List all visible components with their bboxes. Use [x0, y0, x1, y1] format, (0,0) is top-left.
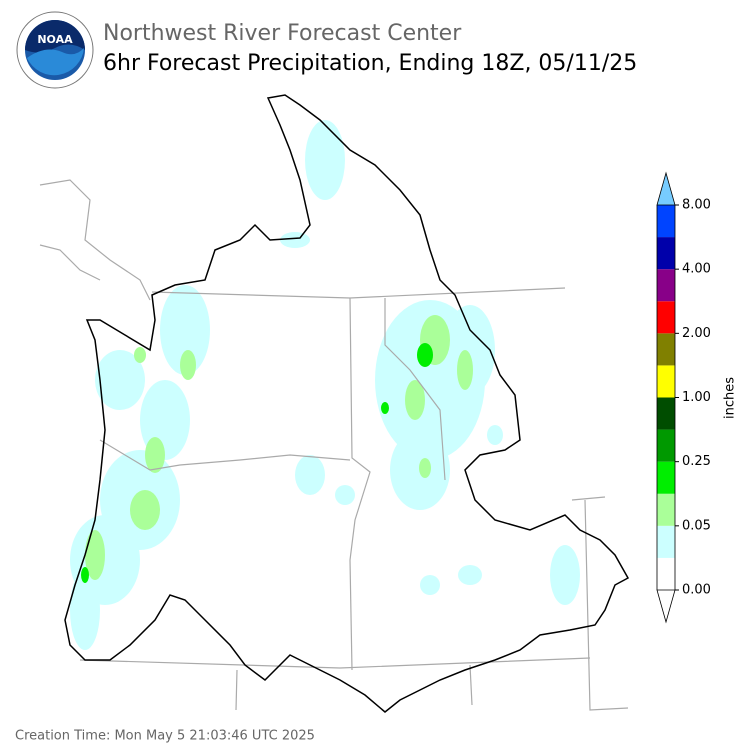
colorbar-segment	[657, 525, 675, 558]
colorbar-segment	[657, 269, 675, 302]
colorbar-tick-label: 4.00	[682, 262, 711, 277]
creation-time: Creation Time: Mon May 5 21:03:46 UTC 20…	[15, 729, 315, 744]
colorbar-segment	[657, 397, 675, 430]
basin-outline	[64, 94, 630, 713]
colorbar-under	[656, 589, 676, 624]
colorbar-tick-label: 1.00	[682, 390, 711, 405]
colorbar-segment	[657, 205, 675, 238]
colorbar: 0.00 0.05 0.25 1.00 2.00 4.00 8.00	[656, 171, 711, 624]
colorbar-segment	[657, 237, 675, 270]
precip-heavy	[81, 343, 433, 583]
colorbar-label: inches	[723, 377, 738, 419]
colorbar-over	[656, 171, 676, 206]
colorbar-tick-label: 0.25	[682, 454, 711, 469]
subtitle: 6hr Forecast Precipitation, Ending 18Z, …	[103, 51, 637, 76]
noaa-logo: NOAA	[16, 11, 94, 89]
map	[39, 94, 630, 713]
colorbar-segment	[657, 461, 675, 494]
colorbar-segment	[657, 557, 675, 590]
colorbar-tick-label: 8.00	[682, 198, 711, 213]
colorbar-segment	[657, 365, 675, 398]
colorbar-segment	[657, 301, 675, 334]
colorbar-tick-label: 0.05	[682, 518, 711, 533]
colorbar-tick-label: 2.00	[682, 326, 711, 341]
logo-text: NOAA	[37, 33, 73, 46]
colorbar-segment	[657, 429, 675, 462]
title: Northwest River Forecast Center	[103, 21, 462, 46]
colorbar-tick-label: 0.00	[682, 583, 711, 598]
precip-moderate	[85, 315, 473, 580]
borders	[39, 179, 629, 711]
colorbar-segment	[657, 493, 675, 526]
colorbar-segment	[657, 333, 675, 366]
